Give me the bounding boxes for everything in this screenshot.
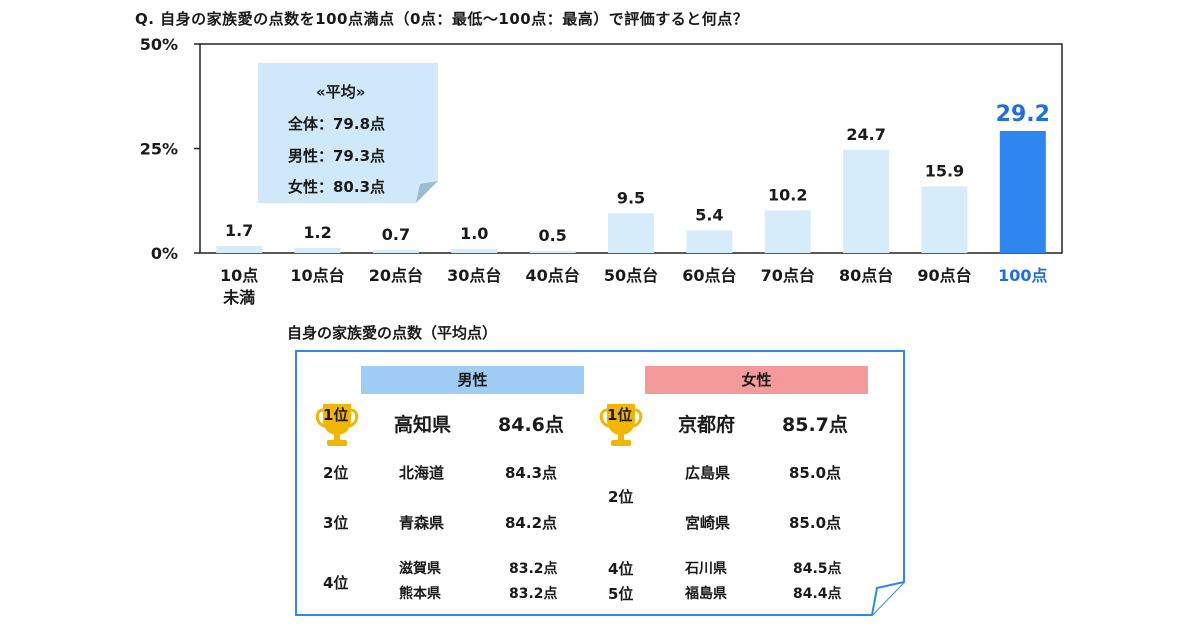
male-rank-3: 3位 <box>323 514 349 532</box>
male-rank-2: 2位 <box>323 464 349 482</box>
ranking-title: 自身の家族愛の点数（平均点） <box>287 324 498 342</box>
female-score-4: 84.5点 <box>793 561 842 577</box>
average-title: «平均» <box>316 83 366 101</box>
bar <box>451 248 498 253</box>
female-score-2b: 85.0点 <box>789 514 842 532</box>
female-pref-1: 京都府 <box>678 414 736 436</box>
female-pref-2b: 宮崎県 <box>685 514 731 532</box>
male-score-4: 83.2点 <box>509 561 558 577</box>
ranking-panel: 男性 女性 1位 高知県 84.6点 2位 北海道 84.3点 3位 青森県 8… <box>295 350 905 616</box>
average-overall: 全体：79.8点 <box>288 115 386 133</box>
bar <box>372 250 419 253</box>
y-tick-label: 0% <box>151 244 178 263</box>
female-rank-5: 5位 <box>608 585 634 603</box>
female-header: 女性 <box>645 366 868 394</box>
female-rank-4: 4位 <box>608 560 634 578</box>
x-tick-label: 90点台 <box>917 266 971 285</box>
female-rank-1: 1位 <box>607 406 633 424</box>
value-label: 15.9 <box>925 162 964 181</box>
question-title: Q. 自身の家族愛の点数を100点満点（0点：最低～100点：最高）で評価すると… <box>135 10 749 28</box>
x-tick-label: 80点台 <box>839 266 893 285</box>
x-tick-label: 10点 <box>220 266 258 285</box>
x-tick-label: 20点台 <box>369 266 423 285</box>
average-female: 女性：80.3点 <box>288 178 386 196</box>
x-tick-label: 10点台 <box>290 266 344 285</box>
male-rank-4: 4位 <box>323 574 349 592</box>
y-tick-label: 25% <box>140 140 178 159</box>
value-label: 0.5 <box>538 226 566 245</box>
x-tick-label: 未満 <box>222 288 255 307</box>
male-header: 男性 <box>361 366 584 394</box>
female-rank-2: 2位 <box>608 488 634 506</box>
x-tick-label: 50点台 <box>604 266 658 285</box>
bar <box>921 186 968 253</box>
value-label: 1.7 <box>225 221 253 240</box>
male-score-4b: 83.2点 <box>509 586 558 602</box>
bar <box>216 245 263 253</box>
trophy-icon <box>599 404 643 446</box>
bar <box>294 247 341 253</box>
value-label: 10.2 <box>768 185 807 204</box>
x-tick-label: 40点台 <box>525 266 579 285</box>
female-score-2: 85.0点 <box>789 464 842 482</box>
bar <box>764 210 811 253</box>
x-tick-label: 30点台 <box>447 266 501 285</box>
bar <box>843 149 890 253</box>
female-pref-5: 福島県 <box>685 586 727 602</box>
x-tick-label: 100点 <box>998 266 1047 285</box>
x-tick-label: 70点台 <box>761 266 815 285</box>
bar <box>608 213 654 253</box>
male-pref-1: 高知県 <box>394 414 452 436</box>
female-pref-4: 石川県 <box>685 561 727 577</box>
male-pref-2: 北海道 <box>399 464 445 482</box>
bar <box>999 130 1046 253</box>
value-label: 1.2 <box>303 223 331 242</box>
male-pref-4b: 熊本県 <box>399 586 441 602</box>
value-label: 29.2 <box>996 102 1050 127</box>
y-tick-label: 50% <box>140 35 178 54</box>
male-pref-4: 滋賀県 <box>399 561 441 577</box>
value-label: 24.7 <box>846 125 885 144</box>
female-score-5: 84.4点 <box>793 586 842 602</box>
female-pref-2: 広島県 <box>685 464 731 482</box>
male-score-2: 84.3点 <box>505 464 558 482</box>
average-callout: «平均» 全体：79.8点 男性：79.3点 女性：80.3点 <box>258 63 438 203</box>
male-rank-1: 1位 <box>323 406 349 424</box>
value-label: 9.5 <box>617 188 645 207</box>
bar <box>529 250 576 253</box>
value-label: 5.4 <box>695 205 723 224</box>
bar <box>686 230 733 253</box>
female-score-1: 85.7点 <box>782 414 848 436</box>
value-label: 0.7 <box>382 225 410 244</box>
x-tick-label: 60点台 <box>682 266 736 285</box>
value-label: 1.0 <box>460 224 488 243</box>
male-score-1: 84.6点 <box>498 414 564 436</box>
trophy-icon <box>315 404 359 446</box>
average-male: 男性：79.3点 <box>288 147 386 165</box>
male-pref-3: 青森県 <box>399 514 445 532</box>
male-score-3: 84.2点 <box>505 514 558 532</box>
